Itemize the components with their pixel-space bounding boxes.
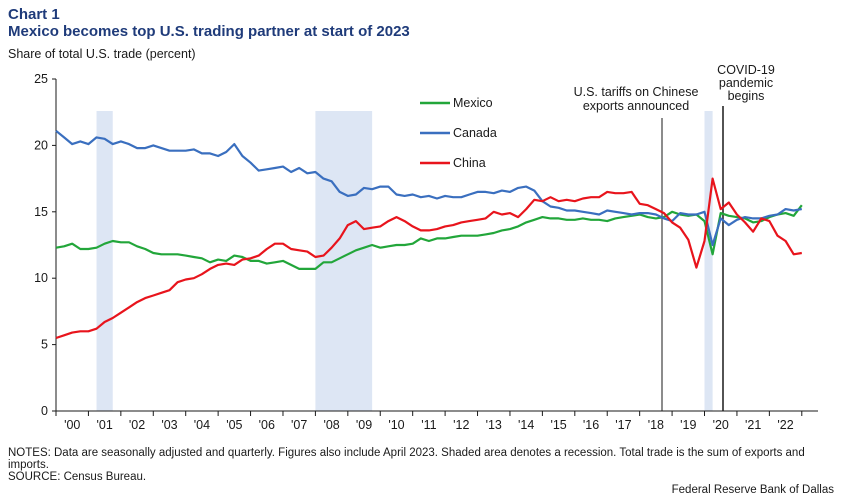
tariff-annotation-text: U.S. tariffs on Chinese	[574, 85, 699, 99]
tariff-annotation-text: exports announced	[583, 99, 689, 113]
legend-label-canada: Canada	[453, 126, 497, 140]
x-tick-label: '08	[323, 418, 339, 432]
y-tick: 15	[34, 205, 56, 219]
y-tick-label: 25	[34, 72, 48, 86]
x-tick-label: '09	[356, 418, 372, 432]
x-tick-label: '07	[291, 418, 307, 432]
x-tick-label: '11	[421, 418, 436, 432]
x-tick-label: '10	[388, 418, 404, 432]
notes-text: NOTES: Data are seasonally adjusted and …	[8, 447, 805, 471]
x-tick-label: '02	[129, 418, 145, 432]
series-line-canada	[55, 129, 802, 247]
credit-text: Federal Reserve Bank of Dallas	[671, 484, 834, 496]
chart-number: Chart 1	[8, 6, 60, 23]
y-tick-label: 20	[34, 138, 48, 152]
y-tick: 10	[34, 271, 56, 285]
y-axis-label: Share of total U.S. trade (percent)	[8, 47, 196, 61]
x-tick-label: '21	[745, 418, 761, 432]
x-tick-label: '01	[96, 418, 112, 432]
series-line-mexico	[55, 204, 803, 270]
chart-header: Chart 1 Mexico becomes top U.S. trading …	[8, 6, 410, 40]
x-tick-label: '03	[161, 418, 177, 432]
legend-label-mexico: Mexico	[453, 96, 493, 110]
x-tick-label: '17	[615, 418, 631, 432]
x-tick-label: '06	[259, 418, 275, 432]
y-tick-label: 10	[34, 271, 48, 285]
y-tick-label: 0	[41, 404, 48, 418]
series-line-china	[55, 177, 802, 340]
x-tick-label: '19	[680, 418, 696, 432]
x-tick-label: '05	[226, 418, 242, 432]
legend: Mexico Canada China	[420, 96, 497, 170]
series-lines	[55, 129, 803, 340]
x-tick-label: '16	[583, 418, 599, 432]
x-tick-label: '14	[518, 418, 534, 432]
y-tick: 5	[41, 338, 56, 352]
covid-annotation-text: COVID-19	[717, 63, 775, 77]
x-tick-label: '22	[777, 418, 793, 432]
x-tick-label: '18	[648, 418, 664, 432]
covid-annotation-text: pandemic	[719, 76, 773, 90]
recession-band-1	[315, 111, 373, 411]
x-tick-label: '13	[486, 418, 502, 432]
recession-band-0	[96, 111, 113, 411]
legend-label-china: China	[453, 156, 486, 170]
y-tick-label: 5	[41, 338, 48, 352]
x-tick-label: '15	[550, 418, 566, 432]
recession-shading	[96, 111, 713, 411]
chart-notes: NOTES: Data are seasonally adjusted and …	[8, 447, 838, 483]
y-tick: 0	[41, 404, 56, 418]
x-tick-label: '00	[64, 418, 80, 432]
y-tick-label: 15	[34, 205, 48, 219]
y-tick: 20	[34, 138, 56, 152]
x-tick-label: '12	[453, 418, 469, 432]
axes: 0 5 10 15 20 25 '00 '01 '02 '03 '04 '05 '06 '07 '08 '09…	[34, 72, 818, 432]
covid-annotation-text: begins	[728, 89, 765, 103]
recession-band-2	[704, 111, 713, 411]
x-tick-label: '04	[194, 418, 210, 432]
x-tick-label: '20	[713, 418, 729, 432]
chart-title: Mexico becomes top U.S. trading partner …	[8, 23, 410, 40]
y-tick: 25	[34, 72, 56, 86]
source-text: SOURCE: Census Bureau.	[8, 471, 147, 483]
